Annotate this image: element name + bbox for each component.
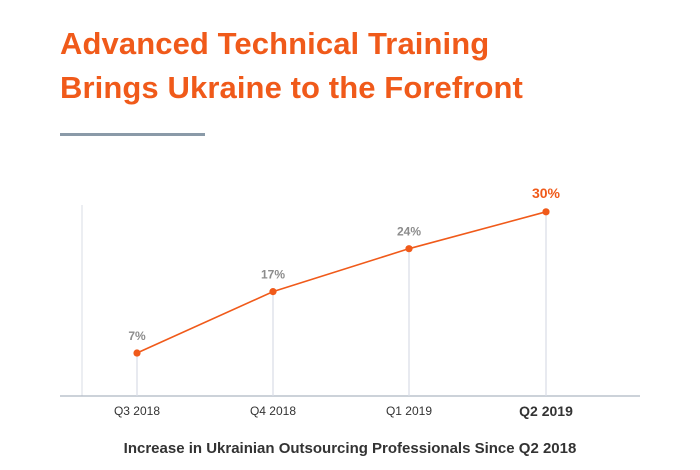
line-chart: 7% 17% 24% 30% Q3 2018 Q4 2018 Q1 2019 Q2 2019 — [60, 185, 640, 419]
chart-caption: Increase in Ukrainian Outsourcing Profes… — [123, 440, 577, 457]
data-label: 24% — [397, 225, 421, 239]
data-point — [133, 349, 141, 357]
page-title: Advanced Technical Training Brings Ukrai… — [60, 22, 523, 110]
title-line-2: Brings Ukraine to the Forefront — [60, 70, 523, 105]
x-tick-label: Q4 2018 — [250, 404, 296, 418]
x-tick-label: Q2 2019 — [519, 403, 573, 419]
x-tick-label: Q3 2018 — [114, 404, 160, 418]
series-line — [136, 211, 547, 354]
x-tick-label: Q1 2019 — [386, 404, 432, 418]
data-label: 7% — [128, 329, 146, 343]
data-point — [269, 288, 277, 296]
data-label: 17% — [261, 268, 285, 282]
title-line-1: Advanced Technical Training — [60, 26, 490, 61]
data-point — [405, 245, 413, 253]
title-divider — [60, 133, 205, 136]
data-label: 30% — [532, 185, 561, 201]
data-point — [542, 208, 550, 216]
